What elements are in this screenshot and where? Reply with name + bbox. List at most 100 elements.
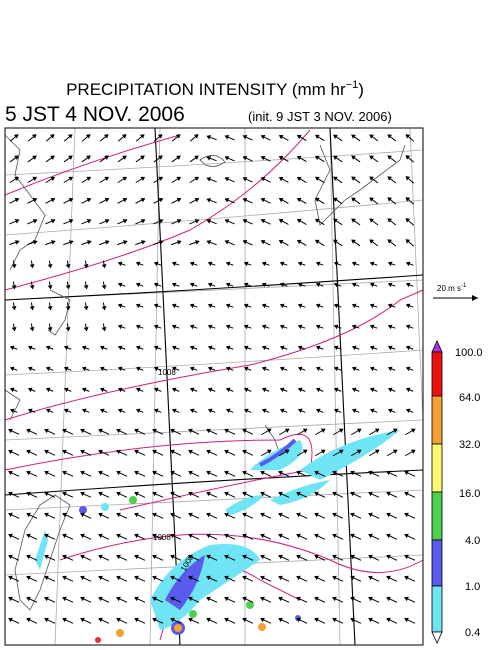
wind-arrowhead: [176, 197, 182, 203]
wind-arrowhead: [188, 428, 193, 434]
wind-arrowhead: [369, 197, 374, 202]
wind-arrowhead: [177, 240, 182, 245]
wind-arrowhead: [333, 134, 338, 139]
wind-arrowhead: [13, 134, 19, 139]
wind-arrowhead: [242, 239, 248, 245]
wind-arrowhead: [134, 617, 139, 623]
wind-arrowhead: [314, 575, 319, 581]
wind-arrowhead: [9, 366, 15, 372]
wind-arrowhead: [188, 470, 193, 476]
wind-arrowhead: [315, 387, 321, 393]
wind-arrowhead: [134, 491, 139, 497]
wind-arrowhead: [152, 512, 157, 518]
wind-arrowhead: [152, 617, 157, 623]
wind-arrowhead: [116, 512, 121, 518]
wind-arrowhead: [122, 155, 127, 160]
grid-line: [4, 349, 424, 376]
wind-arrowhead: [9, 387, 15, 393]
wind-arrowhead: [80, 491, 85, 497]
wind-arrowhead: [351, 239, 356, 244]
colorbar-segment: [431, 395, 443, 445]
wind-arrowhead: [14, 155, 19, 160]
wind-arrowhead: [207, 408, 213, 414]
wind-arrowhead: [80, 428, 85, 434]
wind-arrowhead: [141, 240, 146, 245]
wind-arrowhead: [140, 176, 146, 182]
wind-arrowhead: [117, 408, 123, 414]
wind-arrowhead: [314, 197, 320, 203]
wind-arrowhead: [405, 218, 411, 223]
wind-arrowhead: [65, 285, 71, 290]
wind-arrowhead: [350, 596, 355, 602]
wind-arrowhead: [279, 408, 285, 414]
wind-arrowhead: [296, 575, 301, 581]
grid-line: [149, 127, 161, 646]
wind-arrowhead: [369, 239, 374, 244]
wind-arrowhead: [14, 197, 20, 203]
wind-arrowhead: [99, 366, 105, 372]
wind-arrowhead: [296, 596, 301, 602]
wind-arrowhead: [278, 617, 283, 623]
grid-line: [4, 274, 424, 301]
wind-arrowhead: [260, 491, 265, 497]
wind-arrowhead: [15, 240, 20, 245]
wind-arrowhead: [242, 554, 247, 560]
wind-arrowhead: [26, 512, 31, 518]
wind-arrowhead: [80, 596, 85, 602]
wind-arrowhead: [278, 155, 284, 161]
wind-arrowhead: [242, 134, 248, 140]
wind-arrowhead: [170, 617, 175, 623]
wind-arrowhead: [333, 197, 338, 202]
wind-arrowhead: [189, 408, 195, 414]
wind-arrowhead: [297, 366, 303, 372]
wind-arrowhead: [153, 366, 159, 372]
wind-arrowhead: [44, 596, 49, 602]
wind-arrowhead: [171, 261, 177, 267]
wind-arrowhead: [260, 512, 265, 518]
wind-arrowhead: [314, 218, 320, 224]
colorbar-label: 16.0: [459, 488, 480, 500]
grid-line: [4, 199, 424, 236]
wind-arrowhead: [98, 533, 103, 539]
wind-arrowhead: [152, 554, 157, 560]
wind-arrowhead: [387, 239, 393, 244]
wind-arrowhead: [368, 596, 373, 602]
rain-cell: [79, 506, 87, 514]
wind-arrowhead: [195, 240, 200, 245]
colorbar-under: [431, 631, 443, 644]
wind-arrowhead: [188, 491, 193, 497]
wind-arrowhead: [189, 345, 195, 351]
wind-arrowhead: [32, 219, 38, 224]
wind-arrowhead: [405, 408, 411, 414]
isobar: [4, 433, 313, 511]
wind-arrowhead: [116, 491, 121, 497]
wind-arrowhead: [266, 449, 272, 454]
colorbar-segment: [431, 491, 443, 541]
wind-arrowhead: [117, 303, 123, 309]
rain-cell: [189, 610, 197, 618]
wind-arrowhead: [260, 197, 266, 203]
wind-arrowhead: [50, 155, 55, 160]
wind-arrowhead: [152, 596, 157, 602]
wind-arrowhead: [116, 470, 121, 476]
wind-arrowhead: [261, 345, 267, 351]
wind-arrowhead: [369, 408, 375, 414]
wind-arrowhead: [369, 134, 374, 139]
wind-arrowhead: [32, 197, 38, 203]
wind-arrowhead: [176, 155, 181, 160]
wind-arrowhead: [278, 239, 284, 245]
wind-arrowhead: [350, 512, 355, 518]
wind-arrowhead: [135, 408, 141, 414]
grid-line: [4, 469, 424, 496]
wind-arrowhead: [206, 198, 212, 203]
wind-arrowhead: [188, 554, 193, 560]
wind-arrowhead: [47, 264, 53, 269]
wind-arrowhead: [8, 491, 13, 497]
wind-arrowhead: [387, 218, 393, 223]
wind-arrowhead: [302, 449, 308, 454]
wind-arrowhead: [189, 324, 195, 330]
wind-arrowhead: [50, 219, 56, 224]
wind-arrowhead: [104, 197, 110, 203]
wind-arrowhead: [8, 617, 13, 623]
wind-arrowhead: [206, 428, 211, 434]
